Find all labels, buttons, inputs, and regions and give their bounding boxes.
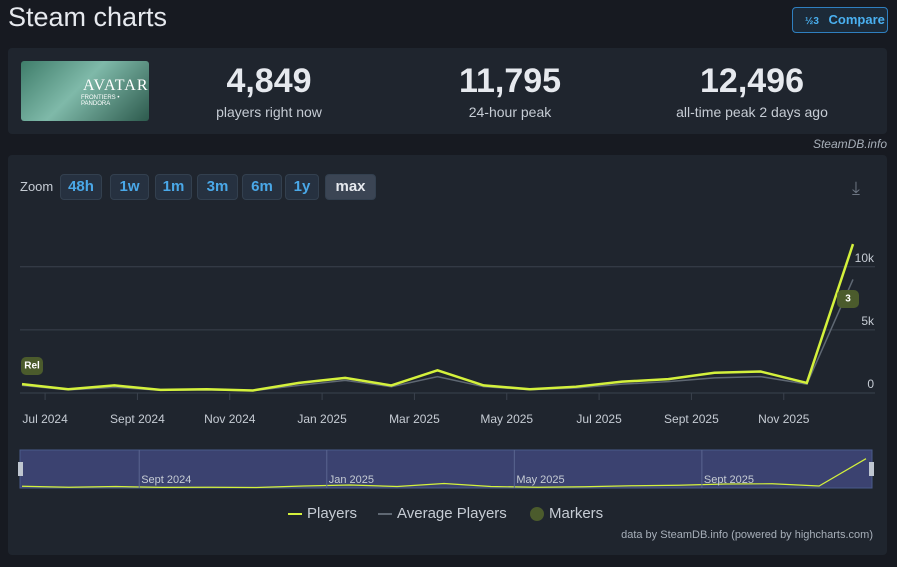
zoom-label: Zoom [20,179,54,194]
download-icon[interactable]: ⤓ [852,178,860,198]
credits: data by SteamDB.info (powered by highcha… [621,529,873,541]
players-line [21,243,855,392]
compare-icon: ½3 [805,16,819,27]
navigator-label: Sept 2024 [141,474,191,486]
stat-label: players right now [216,104,322,120]
legend-label: Markers [549,505,603,522]
navigator-series [21,458,867,489]
zoom-button[interactable]: 1m [155,174,192,200]
x-tick-label: Mar 2025 [389,412,440,426]
marker [837,290,859,308]
game-title: AVATAR [83,77,149,94]
navigator-line [21,458,867,489]
marker-label: 3 [845,294,851,305]
zoom-button[interactable]: 1y [285,174,319,200]
x-tick-label: Jul 2025 [576,412,622,426]
legend-label[interactable]: Players [307,505,357,522]
x-tick-label: Nov 2025 [758,412,810,426]
x-tick-label: Jan 2025 [297,412,347,426]
navigator-handle[interactable] [869,462,874,476]
marker-label: Rel [24,361,40,372]
legend-swatch [530,507,544,521]
navigator-label: Jan 2025 [329,474,374,486]
stat-value: 12,496 [700,62,804,100]
y-tick-label: 5k [861,314,875,328]
x-tick-label: Jul 2024 [22,412,68,426]
stat-value: 4,849 [226,62,312,100]
navigator [19,449,873,489]
zoom-button[interactable]: 1w [110,174,149,200]
marker [21,357,43,375]
navigator-handle[interactable] [18,462,23,476]
page-title: Steam charts [8,2,168,32]
navigator-label: Sept 2025 [704,474,754,486]
game-image[interactable]: AVATAR FRONTIERS • PANDORA [21,61,149,121]
zoom-button[interactable]: max [325,174,376,200]
zoom-button[interactable]: 6m [242,174,282,200]
stat-label: all-time peak 2 days ago [676,104,828,120]
stat-label: 24-hour peak [468,104,552,120]
average-line [21,279,854,392]
x-tick-label: Sept 2025 [664,412,719,426]
source: SteamDB.info [812,137,887,151]
y-tick-label: 0 [867,377,874,391]
zoom-button[interactable]: 48h [60,174,102,200]
x-tick-label: May 2025 [480,412,533,426]
x-tick-label: Nov 2024 [204,412,256,426]
stat-value: 11,795 [458,62,562,100]
navigator-label: May 2025 [516,474,564,486]
x-tick-label: Sept 2024 [110,412,165,426]
zoom-button[interactable]: 3m [197,174,238,200]
compare-label: Compare [828,12,885,27]
stats-card [8,48,887,134]
legend-label[interactable]: Average Players [397,505,507,522]
compare-button[interactable]: ½3 Compare [792,7,888,33]
game-subtitle: FRONTIERS • PANDORA [81,95,120,107]
y-tick-label: 10k [855,251,875,265]
